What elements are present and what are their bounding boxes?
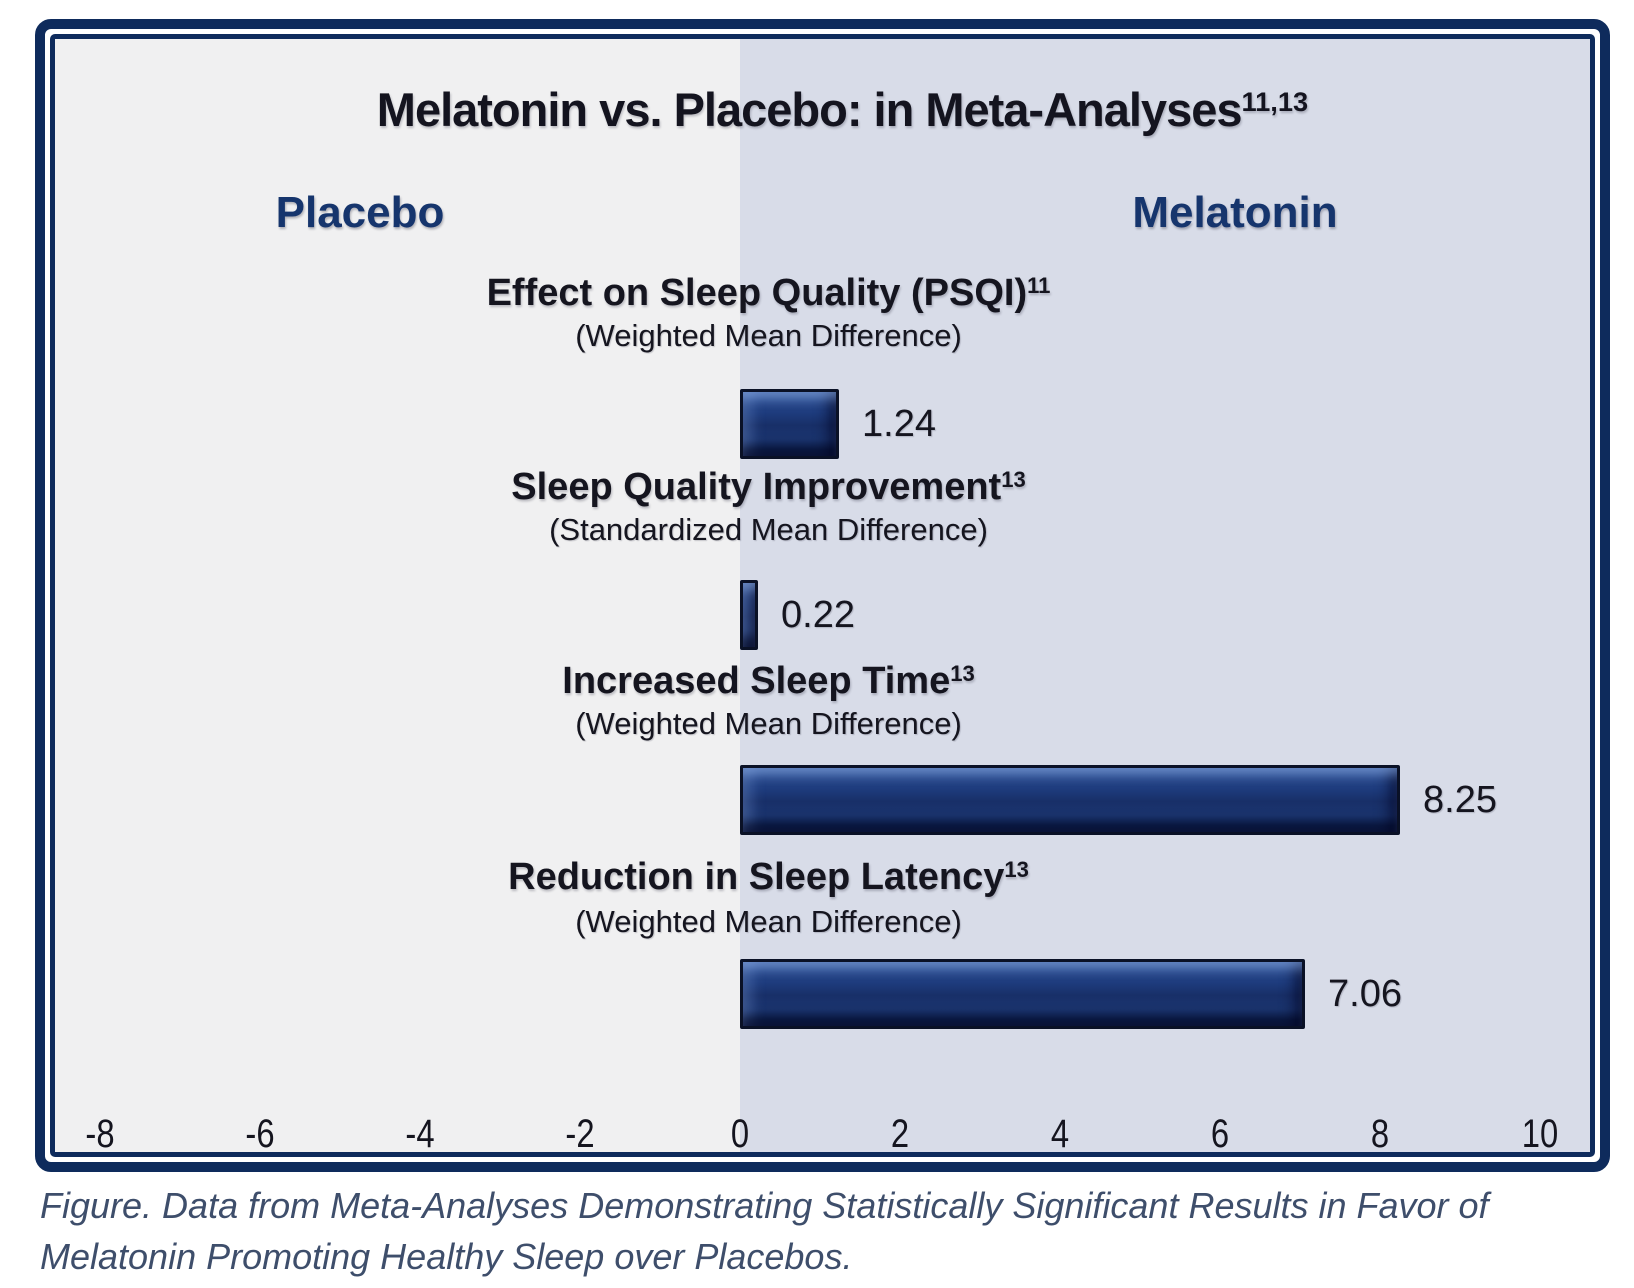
bar-label-2: Sleep Quality Improvement13 (55, 466, 1482, 509)
placebo-column-header: Placebo (275, 188, 445, 237)
placebo-background-panel (55, 39, 740, 1152)
bar-value-label: 1.24 (862, 402, 936, 445)
bar-label-reference-superscript: 13 (1001, 466, 1026, 492)
bar-3 (740, 765, 1400, 835)
x-axis-tick--2: -2 (565, 1112, 595, 1156)
bar-label-text: Increased Sleep Time (562, 660, 951, 702)
melatonin-column-header: Melatonin (1132, 188, 1338, 237)
x-axis-tick-10: 10 (1521, 1112, 1559, 1156)
bar-label-reference-superscript: 13 (1004, 856, 1029, 882)
bar-1 (740, 389, 839, 459)
bar-label-reference-superscript: 11 (1027, 272, 1051, 298)
x-axis-tick-4: 4 (1050, 1112, 1070, 1156)
x-axis-tick--8: -8 (85, 1112, 115, 1156)
bar-2 (740, 580, 758, 650)
x-axis-tick--4: -4 (405, 1112, 435, 1156)
bar-measure-type: (Weighted Mean Difference) (575, 318, 962, 353)
x-axis-tick-2: 2 (890, 1112, 910, 1156)
bar-label-text: Sleep Quality Improvement (511, 466, 1002, 508)
bar-label-1: Effect on Sleep Quality (PSQI)11 (55, 272, 1482, 315)
bar-label-reference-superscript: 13 (950, 660, 975, 686)
bar-value-label: 7.06 (1328, 972, 1402, 1015)
bar-measure-type: (Standardized Mean Difference) (549, 512, 988, 547)
bar-value-label: 0.22 (781, 593, 855, 636)
chart-title-reference-superscript: 11,13 (1241, 86, 1309, 118)
x-axis-tick-0: 0 (730, 1112, 750, 1156)
chart-title: Melatonin vs. Placebo: in Meta-Analyses1… (55, 82, 1590, 137)
bar-measure-type: (Weighted Mean Difference) (575, 706, 962, 741)
x-axis-tick-8: 8 (1370, 1112, 1390, 1156)
bar-value-label: 8.25 (1423, 778, 1497, 821)
bar-4 (740, 959, 1305, 1029)
bar-label-text: Effect on Sleep Quality (PSQI) (486, 272, 1028, 314)
bar-label-4: Reduction in Sleep Latency13 (55, 856, 1482, 899)
bar-measure-type: (Weighted Mean Difference) (575, 904, 962, 939)
bar-label-3: Increased Sleep Time13 (55, 660, 1482, 703)
figure-caption: Figure. Data from Meta-Analyses Demonstr… (40, 1185, 1489, 1277)
x-axis-tick-6: 6 (1210, 1112, 1230, 1156)
chart-title-text: Melatonin vs. Placebo: in Meta-Analyses (376, 83, 1243, 136)
x-axis-tick--6: -6 (245, 1112, 275, 1156)
bar-label-text: Reduction in Sleep Latency (508, 856, 1005, 898)
